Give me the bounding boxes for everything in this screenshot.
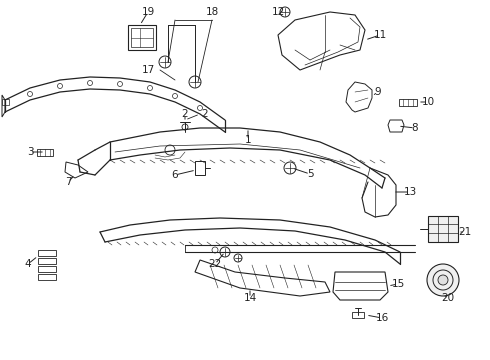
Text: 18: 18 <box>205 7 219 17</box>
Bar <box>399 99 417 105</box>
Text: 12: 12 <box>271 7 285 17</box>
Bar <box>38 274 56 280</box>
Bar <box>38 250 56 256</box>
Bar <box>128 25 156 50</box>
Text: 19: 19 <box>142 7 155 17</box>
Bar <box>38 258 56 264</box>
Bar <box>38 266 56 272</box>
Bar <box>195 161 205 175</box>
Text: 10: 10 <box>421 97 435 107</box>
Bar <box>428 216 458 242</box>
Text: 4: 4 <box>24 259 31 269</box>
Text: 13: 13 <box>403 187 416 197</box>
Bar <box>2 99 9 105</box>
Text: 21: 21 <box>458 227 471 237</box>
Text: 11: 11 <box>373 30 387 40</box>
Bar <box>37 149 53 156</box>
Bar <box>352 312 364 318</box>
Text: 15: 15 <box>392 279 405 289</box>
Circle shape <box>427 264 459 296</box>
Text: 1: 1 <box>245 135 251 145</box>
Text: 17: 17 <box>142 65 155 75</box>
Text: 2: 2 <box>182 109 188 119</box>
Text: 2: 2 <box>202 109 208 119</box>
Text: 5: 5 <box>307 169 313 179</box>
Text: 8: 8 <box>412 123 418 133</box>
Bar <box>131 28 153 47</box>
Text: 7: 7 <box>65 177 72 187</box>
Circle shape <box>438 275 448 285</box>
Text: 14: 14 <box>244 293 257 303</box>
Text: 22: 22 <box>208 259 221 269</box>
Text: 16: 16 <box>375 313 389 323</box>
Text: 20: 20 <box>441 293 455 303</box>
Text: 3: 3 <box>26 147 33 157</box>
Text: 6: 6 <box>172 170 178 180</box>
Text: 9: 9 <box>375 87 381 97</box>
